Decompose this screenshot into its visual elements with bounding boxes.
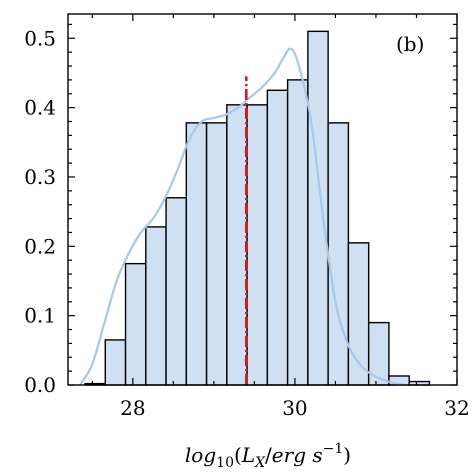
- y-tick-label: 0.5: [24, 26, 56, 50]
- histogram-bar: [307, 30, 329, 386]
- histogram-bar: [226, 104, 248, 386]
- plot-frame: [67, 13, 458, 386]
- x-tick-label: 32: [444, 396, 469, 420]
- histogram-bar: [145, 226, 167, 386]
- x-label-erg: erg: [272, 443, 306, 467]
- y-tick-label: 0.4: [24, 96, 56, 120]
- y-tick-label: 0.0: [24, 373, 56, 397]
- x-tick-label: 28: [120, 396, 145, 420]
- y-tick-label: 0.3: [24, 165, 56, 189]
- histogram-bar: [185, 122, 208, 386]
- kde-curve: [79, 47, 409, 387]
- panel-label: (b): [396, 32, 424, 56]
- tick-labels: 28 30 32 0.0 0.1 0.2 0.3 0.4 0.5: [24, 26, 470, 420]
- histogram-bar: [246, 104, 269, 386]
- histogram-bar: [286, 79, 309, 386]
- y-tick-label: 0.1: [24, 304, 56, 328]
- x-label-L: L: [241, 443, 255, 467]
- histogram-bar: [327, 122, 350, 386]
- histogram-bar: [104, 339, 127, 386]
- x-label-sup: −1: [323, 441, 344, 457]
- x-tick-label: 30: [282, 396, 307, 420]
- axis-ticks: [68, 14, 458, 386]
- x-label-sub10: 10: [216, 455, 234, 471]
- x-label-slash: /: [265, 443, 272, 467]
- x-axis-label: log10(LX/erg s−1): [185, 441, 351, 471]
- histogram-bar: [205, 122, 228, 386]
- histogram-bar: [124, 262, 147, 386]
- x-label-close: ): [343, 443, 351, 467]
- y-tick-label: 0.2: [24, 234, 56, 258]
- histogram-bar: [165, 197, 188, 386]
- histogram-bars: [84, 30, 431, 386]
- histogram-bar: [266, 89, 289, 386]
- x-label-log: log: [185, 443, 216, 467]
- x-label-s: s: [312, 443, 322, 467]
- x-label-subX: X: [254, 455, 266, 471]
- x-label-open: (: [234, 443, 242, 467]
